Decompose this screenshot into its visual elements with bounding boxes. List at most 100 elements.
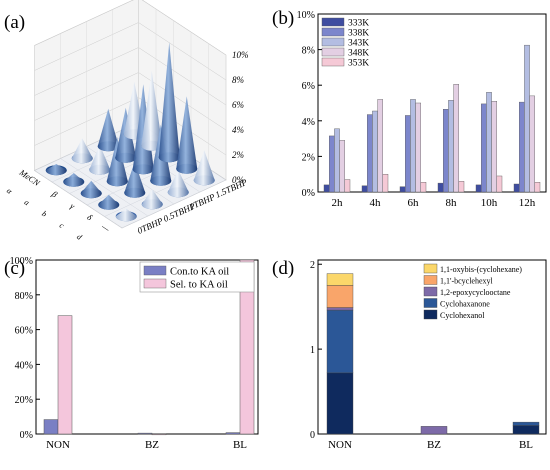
bar-Con.to KA oil-BZ	[137, 432, 153, 435]
bar-338K-12h	[519, 101, 525, 193]
stack-seg-1,2-epoxycyclooctane-NON	[326, 307, 354, 311]
bar-338K-4h	[367, 114, 373, 193]
legend-label: 353K	[348, 59, 369, 69]
stack-seg-Cyclohaxanone-BL	[512, 421, 540, 426]
y-tick-label: 2%	[302, 152, 315, 163]
panel-b-bar-chart: 0%2%4%6%8%10%2h 4h 6h 8h 10h 12h333K338K343K3…	[297, 10, 547, 209]
x-tick-label: 6h	[408, 197, 420, 209]
cone-1-0TBHP	[98, 194, 120, 210]
legend-label: Con.to KA oil	[170, 267, 229, 278]
legend-swatch-343K	[321, 37, 345, 47]
legend-label: 338K	[348, 29, 369, 39]
stack-seg-1,2-epoxycyclooctane-BZ	[420, 426, 448, 435]
z-tick-label: 10%	[232, 50, 249, 60]
bar-348K-6h	[415, 102, 422, 193]
legend-swatch-353K	[321, 57, 345, 67]
y-tick-label: 8%	[302, 46, 315, 57]
bar-343K-4h	[372, 110, 378, 193]
cone-2-1TBHP	[132, 84, 154, 175]
panel-d-stacked-bar-chart: 0 1 2 NON BZ BL 1,1-oxybis-(cyclohexane) 1,1'-b…	[310, 259, 547, 451]
legend-label: Sel. to KA oil	[170, 280, 228, 291]
x-tick-label: BZ	[145, 439, 159, 451]
bar-348K-12h	[529, 95, 535, 193]
bar-353K-4h	[382, 173, 389, 193]
y-tick-label: 100%	[10, 256, 33, 267]
bar-348K-4h	[377, 99, 384, 193]
cone-2-1.5TBHP	[158, 42, 180, 163]
z-tick-label: 0%	[232, 175, 244, 185]
x-tick-label: BL	[233, 439, 247, 451]
legend-swatch-4	[423, 263, 438, 274]
y-tick-label: 2	[310, 260, 315, 271]
bar-343K-12h	[524, 44, 530, 193]
bar-353K-2h	[344, 179, 351, 193]
cone-4-0.5TBHP	[71, 138, 93, 164]
legend-swatch-3	[423, 275, 438, 285]
y-tick-label: 1	[310, 345, 315, 356]
legend-label: Cyclohexanol	[440, 311, 485, 320]
panel-label-c: (c)	[4, 258, 25, 279]
z-tick-label: 2%	[232, 150, 244, 160]
y-tick-label: 10%	[297, 10, 315, 21]
cone-2-0.5TBHP	[106, 137, 128, 187]
bar-343K-2h	[334, 128, 340, 193]
bar-Con.to KA oil-BL	[225, 432, 241, 435]
bar-353K-12h	[534, 182, 541, 193]
bar-343K-8h	[448, 100, 454, 193]
x-outer-label: a	[23, 198, 31, 208]
z-tick-label: 4%	[232, 125, 244, 135]
x-outer-label: b	[40, 209, 48, 219]
x-category-label: γ	[68, 201, 77, 212]
cone-MeCN-0.5TBHP	[141, 189, 163, 210]
bar-Sel. to KA oil-BZ	[151, 433, 167, 436]
bar-338K-8h	[443, 109, 449, 193]
legend-label: Cyclohaxanone	[440, 300, 490, 309]
legend-label: 1,1-oxybis-(cyclohexane)	[440, 265, 522, 274]
legend-swatch-348K	[321, 47, 345, 57]
panel-label-b: (b)	[272, 8, 294, 29]
bar-353K-10h	[496, 175, 503, 193]
floor-grid	[34, 170, 123, 229]
cone-MeCN-1TBHP	[167, 169, 189, 198]
bar-343K-6h	[410, 99, 416, 193]
x-outer-label: α	[5, 186, 14, 196]
bar-338K-2h	[329, 135, 335, 193]
bar-333K-4h	[361, 185, 368, 193]
bar-333K-2h	[323, 184, 330, 193]
panel-label-d: (d)	[272, 258, 294, 279]
y-tick-label: 4%	[302, 117, 315, 128]
y-tick-label: 80%	[15, 291, 33, 302]
y-tick-label: 0%	[302, 188, 315, 199]
stack-seg-1,1-oxybis-(cyclohexane)-NON	[326, 273, 354, 286]
bar-Con.to KA oil-NON	[43, 419, 59, 435]
cone-3-1.5TBHP	[141, 70, 163, 151]
legend-swatch-1	[423, 298, 438, 308]
x-category-label: —	[99, 221, 112, 234]
bar-353K-6h	[420, 182, 427, 193]
legend-swatch-0	[143, 265, 167, 276]
cone-4-0TBHP	[45, 164, 67, 176]
x-tick-label: 8h	[446, 197, 458, 209]
cone-MeCN-0TBHP	[115, 208, 137, 222]
x-tick-label: BZ	[427, 439, 441, 451]
x-tick-label: BL	[519, 439, 533, 451]
panel-a-3d-chart: 0%2%4%6%8%10%0TBHP0.5TBHP1TBHP1.5TBHP—δγ…	[5, 0, 249, 242]
floor-grid	[60, 158, 149, 217]
y-tick-label: 0%	[20, 430, 33, 441]
y-tick-label: 20%	[15, 395, 33, 406]
panel-label-a: (a)	[4, 12, 25, 33]
bar-333K-6h	[399, 186, 406, 193]
legend-swatch-0	[423, 309, 438, 320]
legend-label: 333K	[348, 19, 369, 29]
x-tick-label: NON	[46, 439, 70, 451]
x-outer-label: d	[75, 232, 84, 242]
bar-353K-8h	[458, 181, 465, 193]
bar-Sel. to KA oil-BL	[239, 259, 255, 435]
x-outer-label: c	[58, 221, 66, 231]
x-tick-label: 2h	[332, 197, 344, 209]
bar-338K-6h	[405, 115, 411, 193]
z-tick-label: 8%	[232, 75, 244, 85]
bar-343K-10h	[486, 92, 492, 193]
cone-3-0TBHP	[63, 173, 85, 187]
